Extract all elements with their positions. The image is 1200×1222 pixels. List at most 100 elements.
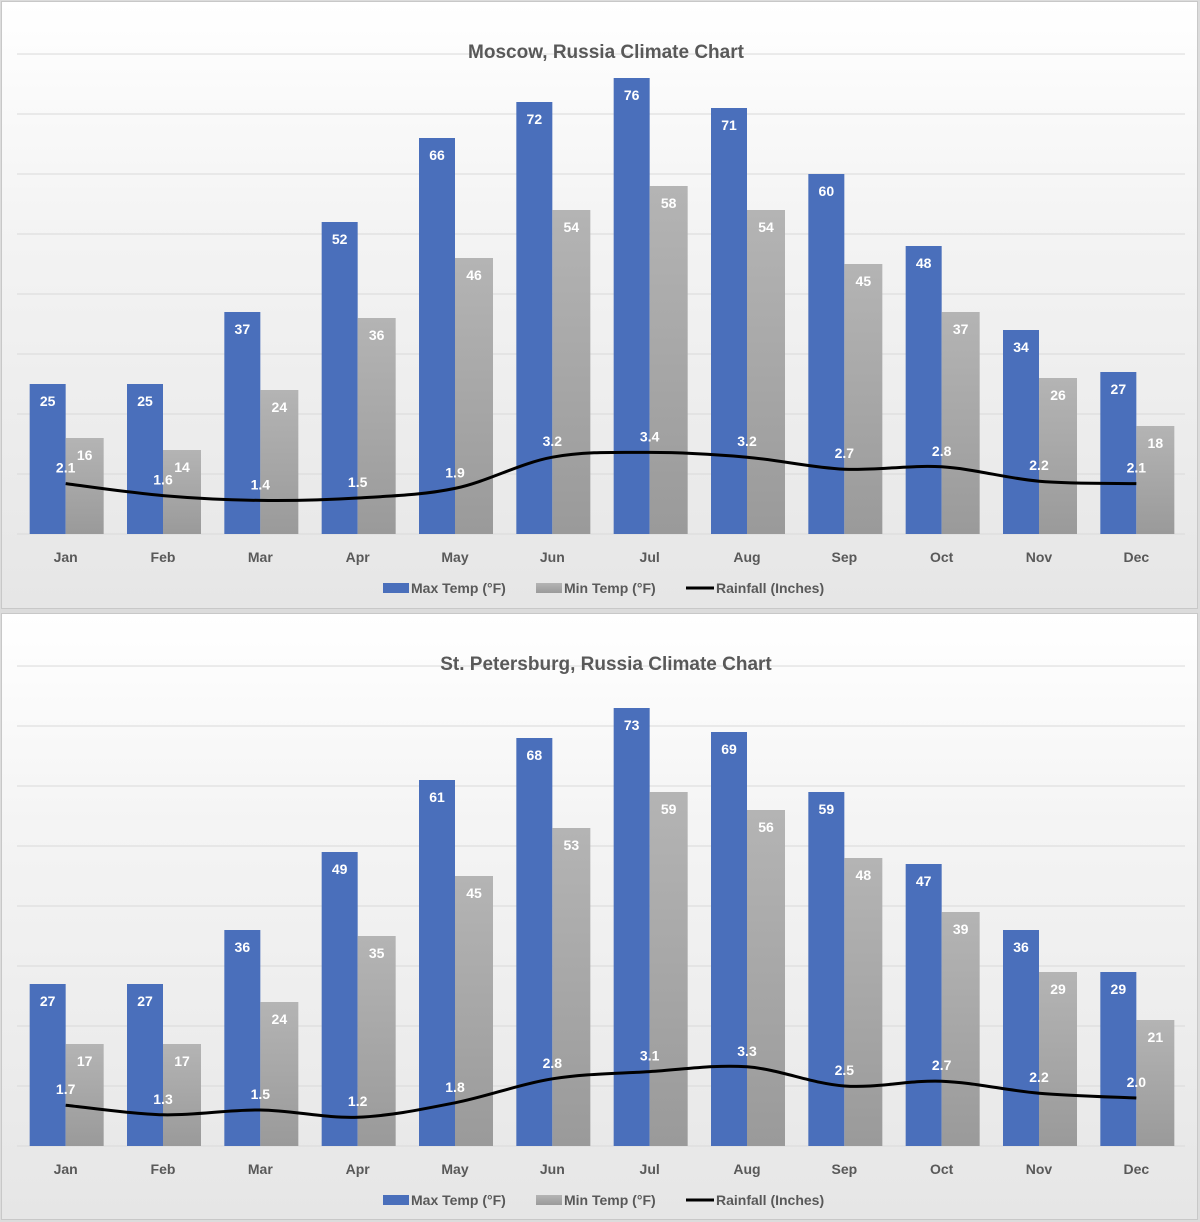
rainfall-label: 2.5 <box>835 1062 855 1078</box>
rainfall-label: 3.2 <box>543 433 563 449</box>
min-temp-label: 24 <box>272 399 288 415</box>
max-temp-label: 66 <box>429 147 445 163</box>
max-temp-label: 47 <box>916 873 932 889</box>
max-temp-label: 37 <box>235 321 251 337</box>
min-temp-label: 29 <box>1050 981 1066 997</box>
min-temp-bar <box>163 450 201 534</box>
rainfall-label: 2.2 <box>1029 1069 1049 1085</box>
x-tick-label: May <box>441 549 468 565</box>
min-temp-label: 45 <box>466 885 482 901</box>
min-temp-bar <box>260 390 299 534</box>
min-temp-bar <box>163 1044 201 1146</box>
rainfall-label: 2.1 <box>56 460 76 476</box>
x-tick-label: Jan <box>54 549 78 565</box>
min-temp-label: 39 <box>953 921 969 937</box>
x-tick-label: Dec <box>1123 549 1149 565</box>
legend-label: Rainfall (Inches) <box>716 1192 824 1208</box>
max-temp-bar <box>808 792 845 1146</box>
min-temp-bar <box>455 876 493 1146</box>
min-temp-bar <box>65 1044 104 1146</box>
max-temp-bar <box>1003 930 1039 1146</box>
moscow-chart-svg: Moscow, Russia Climate Chart 25 16 Jan 25 14 F… <box>17 42 1185 596</box>
max-temp-bar <box>905 864 942 1146</box>
min-temp-label: 26 <box>1050 387 1066 403</box>
max-temp-label: 25 <box>137 393 153 409</box>
min-temp-bar <box>1039 972 1077 1146</box>
x-tick-label: May <box>441 1161 468 1177</box>
max-temp-bar <box>1003 330 1039 534</box>
max-temp-bar <box>419 138 455 534</box>
rainfall-label: 1.4 <box>251 476 271 492</box>
min-temp-bar <box>1039 378 1077 534</box>
x-tick-label: Mar <box>248 549 273 565</box>
min-temp-bar <box>747 210 785 534</box>
min-temp-label: 21 <box>1148 1029 1164 1045</box>
max-temp-label: 49 <box>332 861 348 877</box>
x-tick-label: Jun <box>540 1161 565 1177</box>
rainfall-label: 1.7 <box>56 1081 76 1097</box>
moscow-climate-chart: Moscow, Russia Climate Chart 25 16 Jan 25 14 F… <box>1 1 1198 609</box>
max-temp-label: 60 <box>819 183 835 199</box>
max-temp-bar <box>1100 972 1137 1146</box>
max-temp-label: 76 <box>624 87 640 103</box>
max-temp-label: 36 <box>235 939 251 955</box>
max-temp-label: 27 <box>40 993 56 1009</box>
legend-min-temp-swatch <box>536 1195 562 1205</box>
rainfall-label: 2.8 <box>543 1055 563 1071</box>
rainfall-label: 2.7 <box>932 1057 952 1073</box>
rainfall-line <box>65 1064 1137 1119</box>
rainfall-label: 2.1 <box>1127 460 1147 476</box>
max-temp-bar <box>613 78 650 534</box>
max-temp-label: 34 <box>1013 339 1029 355</box>
x-tick-label: Mar <box>248 1161 273 1177</box>
max-temp-label: 29 <box>1111 981 1127 997</box>
min-temp-bar <box>1136 1020 1175 1146</box>
x-tick-label: Feb <box>151 549 176 565</box>
max-temp-label: 71 <box>721 117 737 133</box>
rainfall-label: 1.8 <box>445 1079 465 1095</box>
max-temp-bar <box>905 246 942 534</box>
max-temp-bar <box>224 312 261 534</box>
min-temp-label: 37 <box>953 321 969 337</box>
x-tick-label: Sep <box>831 549 857 565</box>
min-temp-bar <box>649 186 688 534</box>
x-tick-label: Dec <box>1123 1161 1149 1177</box>
max-temp-bar <box>29 984 66 1146</box>
min-temp-bar <box>649 792 688 1146</box>
min-temp-bar <box>357 318 396 534</box>
chart-title: Moscow, Russia Climate Chart <box>468 42 745 63</box>
max-temp-bar <box>127 384 163 534</box>
st-petersburg-chart-svg: St. Petersburg, Russia Climate Chart 27 17… <box>17 654 1185 1208</box>
max-temp-label: 73 <box>624 717 640 733</box>
max-temp-bar <box>127 984 163 1146</box>
min-temp-bar <box>941 312 980 534</box>
x-tick-label: Feb <box>151 1161 176 1177</box>
min-temp-label: 53 <box>564 837 580 853</box>
x-tick-label: Jul <box>640 549 660 565</box>
min-temp-label: 45 <box>856 273 872 289</box>
max-temp-bar <box>419 780 455 1146</box>
min-temp-label: 54 <box>564 219 580 235</box>
rainfall-label: 2.2 <box>1029 457 1049 473</box>
legend-label: Max Temp (°F) <box>411 580 506 596</box>
max-temp-label: 36 <box>1013 939 1029 955</box>
x-tick-label: Aug <box>733 549 760 565</box>
min-temp-bar <box>357 936 396 1146</box>
min-temp-label: 35 <box>369 945 385 961</box>
x-tick-label: Apr <box>346 549 371 565</box>
max-temp-label: 72 <box>527 111 543 127</box>
min-temp-label: 16 <box>77 447 93 463</box>
legend-min-temp-swatch <box>536 583 562 593</box>
x-tick-label: Oct <box>930 1161 954 1177</box>
legend-label: Min Temp (°F) <box>564 580 656 596</box>
max-temp-bar <box>711 108 747 534</box>
min-temp-bar <box>844 858 883 1146</box>
max-temp-label: 59 <box>819 801 835 817</box>
min-temp-bar <box>260 1002 299 1146</box>
x-tick-label: Jul <box>640 1161 660 1177</box>
min-temp-bar <box>552 828 591 1146</box>
min-temp-bar <box>552 210 591 534</box>
legend-label: Max Temp (°F) <box>411 1192 506 1208</box>
min-temp-label: 24 <box>272 1011 288 1027</box>
rainfall-label: 3.2 <box>737 433 757 449</box>
